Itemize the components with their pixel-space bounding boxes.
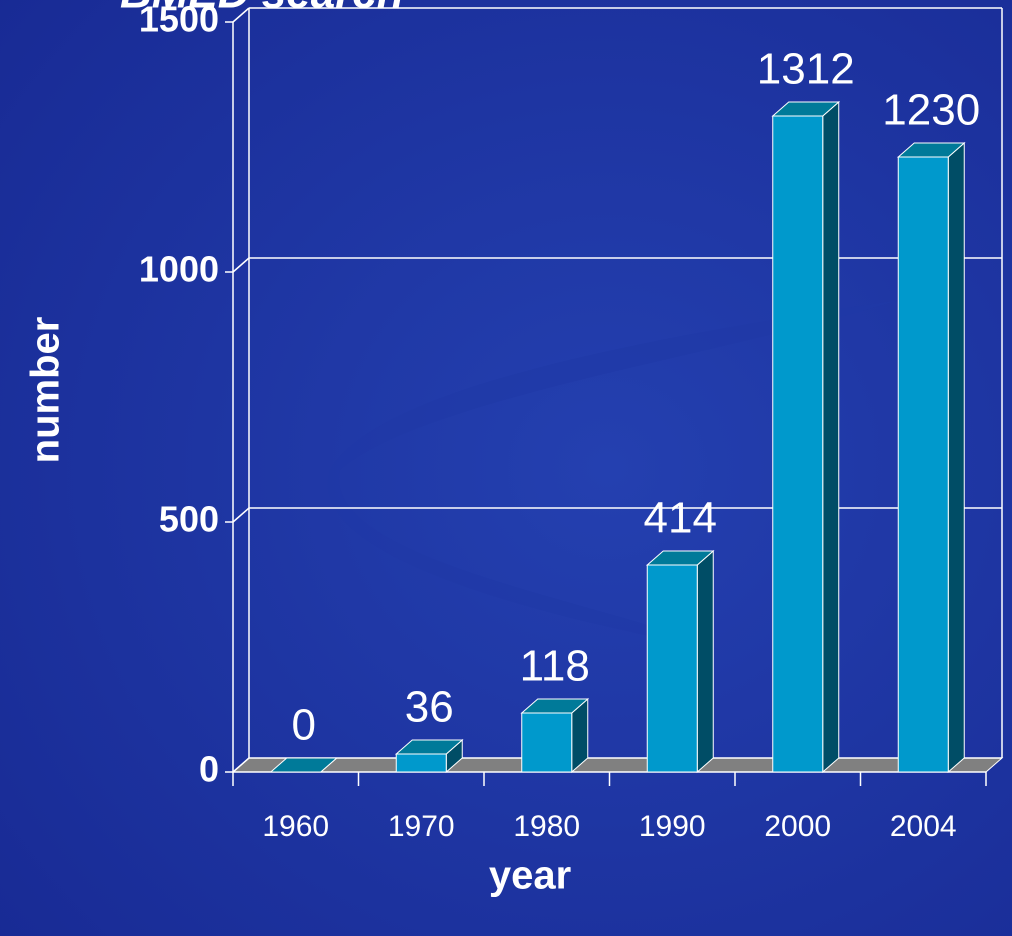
value-label: 1312 (757, 45, 855, 94)
x-tick-label: 2000 (764, 810, 831, 843)
y-axis-label: number (24, 317, 68, 464)
background-swirl (327, 300, 900, 650)
x-tick-label: 1990 (639, 810, 706, 843)
x-tick-label: 2004 (890, 810, 957, 843)
bar-top (269, 757, 339, 773)
y-tick-label: 1000 (139, 249, 219, 290)
bar (521, 712, 573, 773)
y-tick-label: 0 (199, 749, 219, 790)
bar (772, 115, 824, 773)
bar (897, 156, 949, 773)
bar (646, 564, 698, 773)
value-label: 414 (644, 494, 717, 543)
value-label: 118 (520, 642, 590, 691)
x-axis-label: year (489, 854, 571, 898)
y-tick-label: 500 (159, 499, 219, 540)
bar (395, 753, 447, 773)
value-label: 36 (405, 683, 454, 732)
bar-side (947, 141, 965, 774)
value-label: 0 (292, 701, 316, 750)
grid-line-side (232, 507, 250, 523)
grid-line-side (232, 757, 250, 773)
x-tick-label: 1960 (262, 810, 329, 843)
chart-title: BMED search (120, 0, 404, 18)
grid-line-side (232, 7, 250, 23)
x-tick-label: 1980 (513, 810, 580, 843)
bar-side (696, 549, 714, 774)
bar-side (822, 100, 840, 774)
value-label: 1230 (882, 86, 980, 135)
y-tick-label: 1500 (139, 0, 219, 40)
x-tick-label: 1970 (388, 810, 455, 843)
floor (231, 757, 1004, 773)
grid-line-side (232, 257, 250, 273)
